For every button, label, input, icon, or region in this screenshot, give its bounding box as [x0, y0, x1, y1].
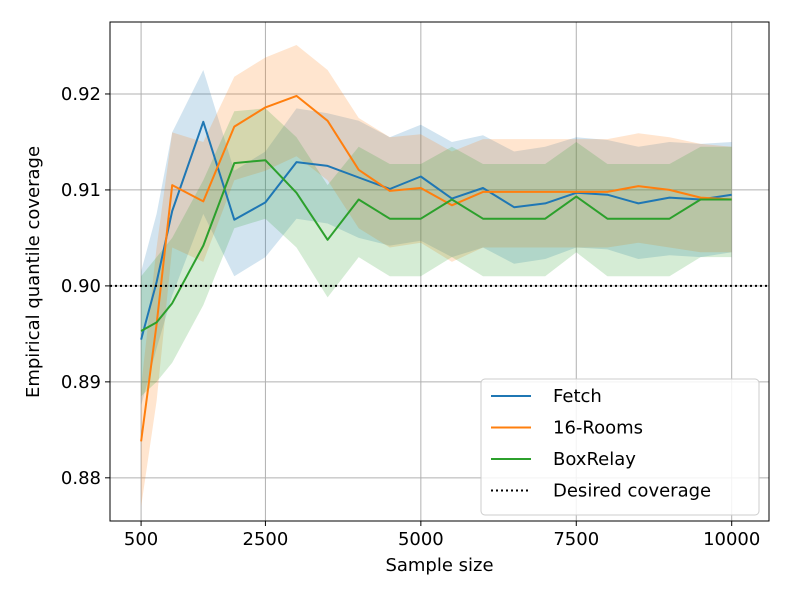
legend-label: Fetch [553, 386, 602, 407]
confidence-band-fetch [141, 70, 732, 406]
y-axis-ticks: 0.88 0.89 0.90 0.91 0.92 [61, 84, 110, 489]
confidence-band-16-rooms [141, 45, 732, 507]
x-axis-label: Sample size [385, 555, 493, 576]
y-tick-label: 0.91 [61, 180, 101, 201]
x-axis-ticks: 500 2500 5000 7500 10000 [124, 521, 760, 550]
legend: Fetch 16-Rooms BoxRelay Desired coverage [480, 378, 760, 516]
legend-box [480, 378, 760, 516]
legend-label: BoxRelay [553, 449, 636, 470]
x-tick-label: 2500 [243, 529, 289, 550]
series-line-fetch [140, 120, 732, 340]
x-tick-label: 5000 [398, 529, 444, 550]
confidence-band-boxrelay [141, 108, 732, 397]
y-tick-label: 0.92 [61, 84, 101, 105]
x-tick-label: 7500 [553, 529, 599, 550]
confidence-bands [141, 45, 732, 507]
plot-frame [109, 21, 770, 522]
y-tick-label: 0.90 [61, 276, 101, 297]
x-tick-label: 500 [124, 529, 158, 550]
y-tick-label: 0.88 [61, 468, 101, 489]
y-axis-label: Empirical quantile coverage [23, 146, 44, 398]
y-tick-label: 0.89 [61, 372, 101, 393]
series-line-boxrelay [140, 159, 732, 332]
series-lines [140, 94, 732, 442]
legend-label: 16-Rooms [553, 418, 643, 439]
series-line-16-rooms [140, 94, 732, 442]
legend-label: Desired coverage [553, 481, 711, 502]
x-tick-label: 10000 [703, 529, 760, 550]
